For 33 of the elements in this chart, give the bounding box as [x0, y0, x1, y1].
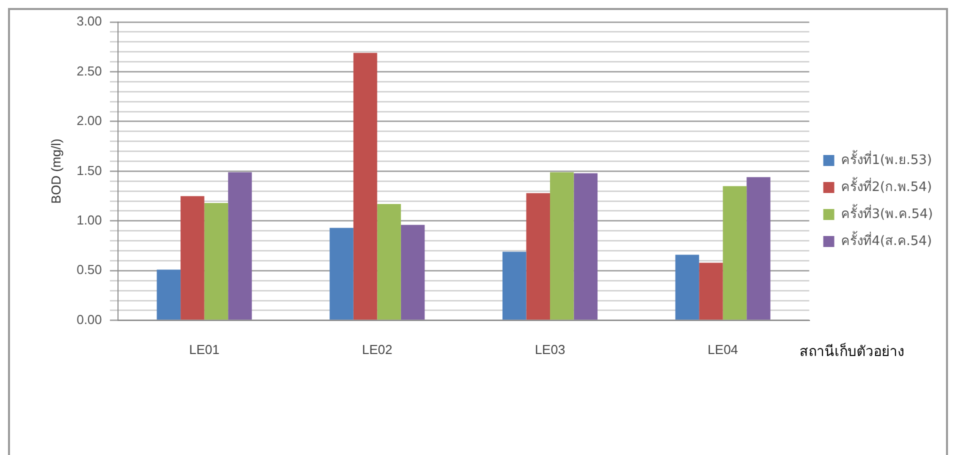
x-axis-title: สถานีเก็บตัวอย่าง — [799, 342, 904, 360]
bar — [574, 173, 598, 320]
y-axis-title: BOD (mg/l) — [48, 138, 64, 204]
bar — [353, 52, 378, 320]
bar — [526, 193, 550, 320]
y-tick-label: 2.50 — [76, 63, 102, 78]
x-tick-label: LE03 — [534, 342, 566, 357]
bar — [180, 196, 204, 320]
bar — [746, 177, 770, 320]
legend-label: ครั้งที่3(พ.ค.54) — [840, 204, 934, 222]
legend-label: ครั้งที่2(ก.พ.54) — [840, 176, 932, 195]
bar — [400, 224, 425, 320]
bar — [502, 252, 526, 320]
bar — [156, 270, 181, 320]
y-tick-label: 0.00 — [76, 312, 102, 327]
bar — [550, 172, 574, 320]
y-tick-label: 3.00 — [76, 14, 102, 29]
x-tick-label: LE04 — [708, 342, 738, 357]
bar — [228, 172, 252, 320]
x-tick-label: LE02 — [362, 342, 392, 357]
bar — [204, 203, 228, 320]
y-tick-label: 1.00 — [76, 212, 102, 228]
y-tick-label: 0.50 — [76, 262, 102, 278]
legend-label: ครั้งที่1(พ.ย.53) — [840, 150, 932, 168]
y-tick-label: 2.00 — [76, 113, 102, 128]
bar — [675, 254, 700, 320]
x-tick-label: LE01 — [189, 342, 220, 357]
bar — [722, 186, 747, 320]
y-tick-label: 1.50 — [76, 162, 102, 178]
bar — [330, 228, 354, 320]
bar — [377, 204, 401, 320]
legend-label: ครั้งที่4(ส.ค.54) — [840, 230, 932, 249]
bar — [699, 262, 723, 320]
